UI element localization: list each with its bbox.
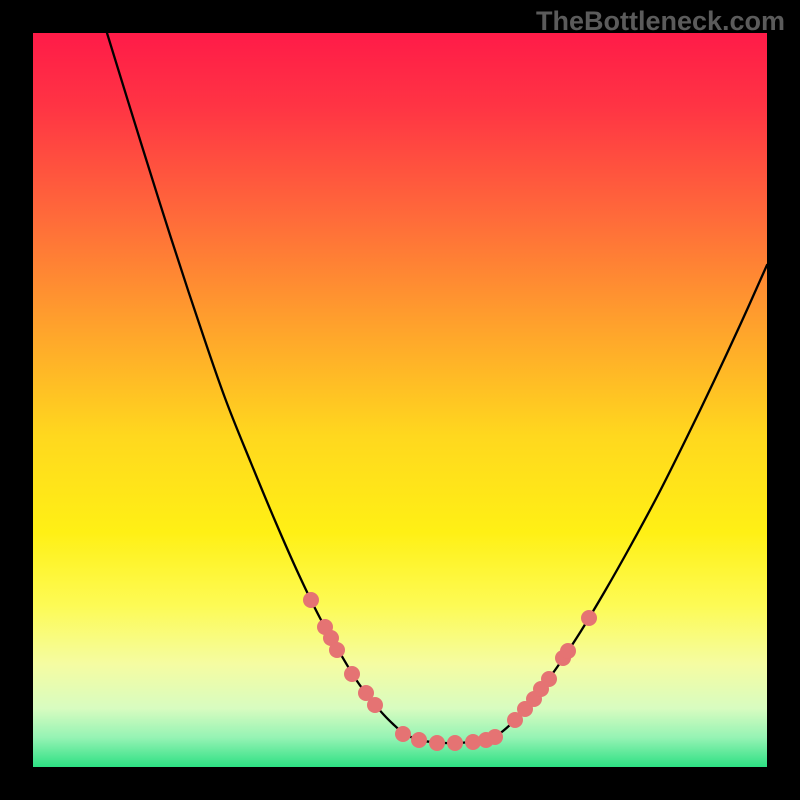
data-marker	[411, 732, 427, 748]
chart-frame: TheBottleneck.com	[0, 0, 800, 800]
data-marker	[395, 726, 411, 742]
plot-background	[33, 33, 767, 767]
data-marker	[344, 666, 360, 682]
data-marker	[487, 729, 503, 745]
data-marker	[329, 642, 345, 658]
data-marker	[447, 735, 463, 751]
data-marker	[303, 592, 319, 608]
data-marker	[581, 610, 597, 626]
data-marker	[429, 735, 445, 751]
plot-area	[33, 33, 767, 767]
data-marker	[560, 643, 576, 659]
data-marker	[541, 671, 557, 687]
data-marker	[367, 697, 383, 713]
watermark-text: TheBottleneck.com	[536, 6, 785, 37]
